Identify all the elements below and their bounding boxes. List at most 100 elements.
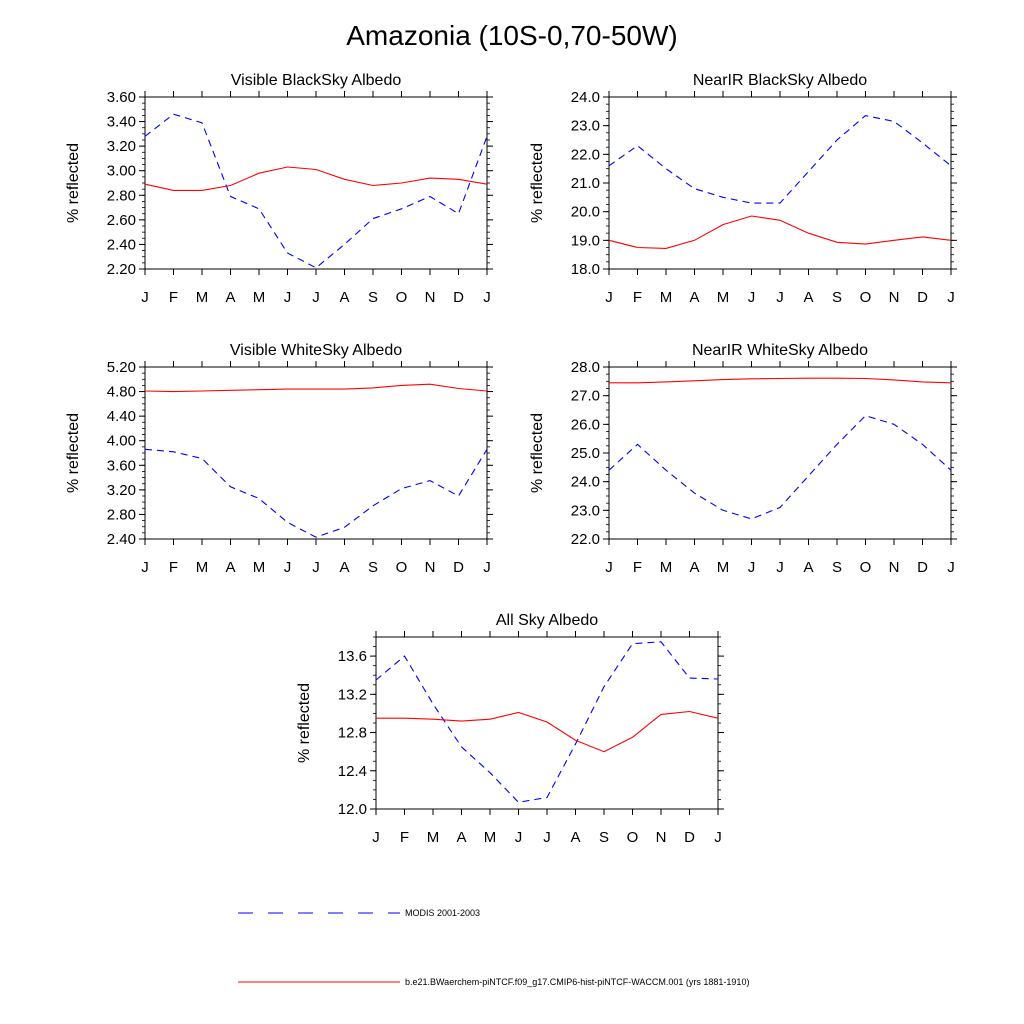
x-tick-label: A	[689, 559, 699, 576]
y-tick-label: 3.00	[107, 163, 136, 180]
y-axis-label: % reflected	[529, 413, 546, 493]
x-tick-label: F	[633, 559, 642, 576]
y-tick-label: 2.80	[107, 506, 136, 523]
x-tick-label: F	[633, 289, 642, 306]
x-tick-label: M	[427, 829, 440, 846]
series-line-modis	[608, 115, 952, 204]
x-tick-label: J	[141, 559, 149, 576]
x-tick-label: M	[660, 559, 673, 576]
x-tick-label: A	[456, 829, 466, 846]
x-tick-label: A	[803, 559, 813, 576]
x-tick-label: A	[339, 289, 349, 306]
x-tick-label: N	[889, 559, 900, 576]
y-tick-label: 18.0	[571, 261, 600, 278]
y-tick-label: 20.0	[571, 204, 600, 221]
series-line-modis	[375, 641, 719, 803]
series-line-model	[144, 166, 488, 191]
panel-3: Visible WhiteSky Albedo % reflected 2.40 2.…	[65, 342, 493, 576]
y-tick-label: 26.0	[571, 416, 600, 433]
x-tick-label: J	[141, 289, 149, 306]
legend: MODIS 2001-2003 b.e21.BWaerchem-piNTCF.f…	[238, 908, 749, 987]
x-tick-label: A	[339, 559, 349, 576]
figure-title: Amazonia (10S-0,70-50W)	[346, 20, 678, 51]
y-tick-label: 23.0	[571, 118, 600, 135]
x-tick-label: J	[748, 559, 756, 576]
y-tick-label: 12.0	[338, 801, 367, 818]
x-tick-label: M	[196, 559, 209, 576]
legend-label-model: b.e21.BWaerchem-piNTCF.f09_g17.CMIP6-his…	[405, 977, 749, 987]
x-tick-label: M	[253, 289, 266, 306]
x-tick-label: J	[312, 289, 320, 306]
panel-1: Visible BlackSky Albedo % reflected 2.20 2.…	[65, 72, 493, 306]
y-tick-label: 2.20	[107, 261, 136, 278]
y-tick-label: 22.0	[571, 531, 600, 548]
plots-layer: Visible BlackSky Albedo % reflected 2.20 2.…	[65, 72, 957, 846]
y-tick-label: 12.4	[338, 763, 367, 780]
x-tick-label: F	[400, 829, 409, 846]
x-tick-label: J	[284, 559, 292, 576]
y-tick-label: 3.20	[107, 138, 136, 155]
x-tick-label: M	[196, 289, 209, 306]
series-line-model	[609, 377, 952, 384]
plot-frame	[144, 366, 488, 540]
x-tick-label: S	[832, 559, 842, 576]
y-tick-label: 4.40	[107, 408, 136, 425]
y-tick-label: 3.20	[107, 482, 136, 499]
y-tick-label: 2.80	[107, 187, 136, 204]
x-tick-label: J	[483, 289, 491, 306]
x-tick-label: J	[605, 559, 613, 576]
x-tick-label: J	[776, 289, 784, 306]
x-tick-label: J	[543, 829, 551, 846]
panel-title: NearIR WhiteSky Albedo	[692, 342, 868, 359]
panel-2: NearIR BlackSky Albedo % reflected 18.0 19.…	[529, 72, 957, 306]
x-tick-label: A	[570, 829, 580, 846]
y-tick-label: 24.0	[571, 474, 600, 491]
y-tick-label: 4.00	[107, 433, 136, 450]
plot-frame	[608, 366, 952, 540]
x-tick-label: S	[368, 559, 378, 576]
x-tick-label: J	[312, 559, 320, 576]
y-tick-label: 22.0	[571, 146, 600, 163]
y-tick-label: 12.8	[338, 725, 367, 742]
y-tick-label: 3.40	[107, 114, 136, 131]
panel-title: Visible WhiteSky Albedo	[230, 342, 402, 359]
y-tick-label: 5.20	[107, 359, 136, 376]
series-line-model	[608, 215, 952, 249]
x-tick-label: J	[605, 289, 613, 306]
y-tick-label: 2.40	[107, 531, 136, 548]
plot-frame	[144, 96, 488, 270]
y-axis-label: % reflected	[529, 143, 546, 223]
x-tick-label: N	[425, 289, 436, 306]
x-tick-label: A	[689, 289, 699, 306]
series-line-model	[376, 710, 719, 753]
x-tick-label: O	[396, 559, 408, 576]
series-line-modis	[144, 448, 488, 538]
plot-frame	[375, 636, 719, 810]
x-tick-label: F	[169, 289, 178, 306]
x-tick-label: M	[717, 559, 730, 576]
x-tick-label: J	[947, 289, 955, 306]
plot-frame	[608, 96, 952, 270]
panel-title: All Sky Albedo	[496, 612, 598, 629]
x-tick-label: A	[225, 289, 235, 306]
y-tick-label: 27.0	[571, 388, 600, 405]
y-tick-label: 23.0	[571, 502, 600, 519]
x-tick-label: M	[253, 559, 266, 576]
legend-label-modis: MODIS 2001-2003	[405, 908, 480, 918]
y-tick-label: 28.0	[571, 359, 600, 376]
y-tick-label: 24.0	[571, 89, 600, 106]
x-tick-label: S	[832, 289, 842, 306]
panel-5: All Sky Albedo % reflected 12.0 12.4 12.8 13.…	[296, 612, 724, 846]
x-tick-label: J	[284, 289, 292, 306]
y-axis-label: % reflected	[65, 143, 82, 223]
y-tick-label: 21.0	[571, 175, 600, 192]
x-tick-label: M	[660, 289, 673, 306]
x-tick-label: A	[803, 289, 813, 306]
x-tick-label: S	[368, 289, 378, 306]
y-tick-label: 3.60	[107, 457, 136, 474]
y-tick-label: 19.0	[571, 232, 600, 249]
y-axis-label: % reflected	[296, 683, 313, 763]
y-axis-label: % reflected	[65, 413, 82, 493]
y-tick-label: 13.2	[338, 686, 367, 703]
